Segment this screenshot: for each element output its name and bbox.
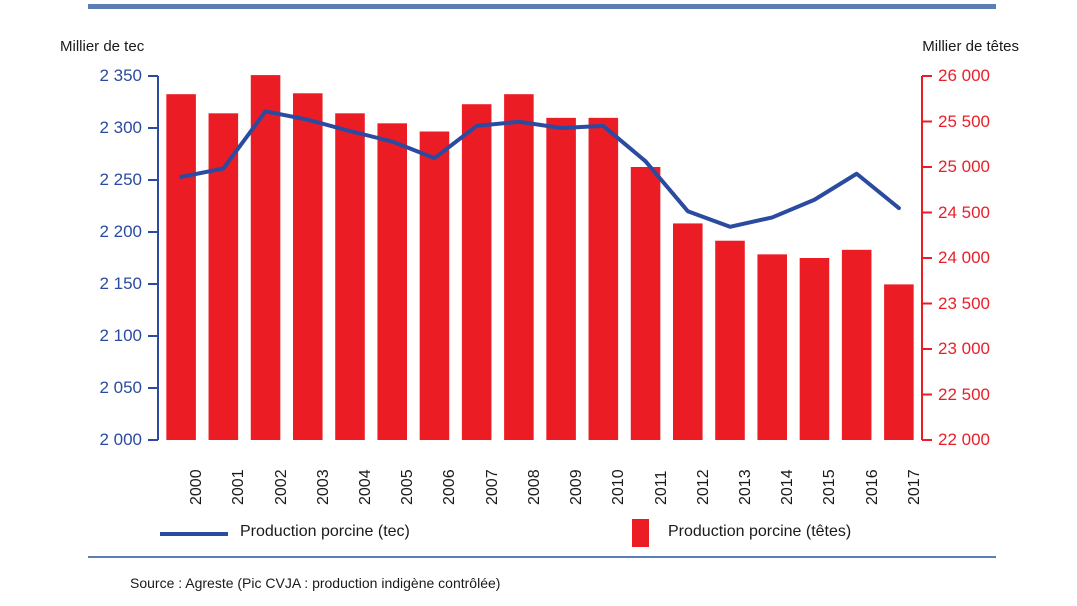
left-tick-label: 2 200 xyxy=(99,222,142,241)
right-tick-label: 22 500 xyxy=(938,384,990,404)
right-tick-label: 23 500 xyxy=(938,293,990,313)
year-label-2006: 2006 xyxy=(441,469,459,505)
year-label-2011: 2011 xyxy=(652,470,670,505)
left-tick-label: 2 250 xyxy=(99,170,142,189)
left-tick-label: 2 100 xyxy=(99,326,142,345)
right-tick-label: 22 000 xyxy=(938,430,990,449)
year-label-2009: 2009 xyxy=(568,469,586,505)
bar-2007 xyxy=(461,104,492,441)
bar-2015 xyxy=(799,258,830,440)
year-label-2003: 2003 xyxy=(314,469,332,505)
right-tick-label: 24 500 xyxy=(938,202,990,222)
bar-2009 xyxy=(546,117,576,441)
year-label-2004: 2004 xyxy=(357,469,374,505)
bar-2001 xyxy=(208,113,239,440)
left-tick-label: 2 350 xyxy=(99,66,142,85)
year-label-2001: 2001 xyxy=(230,469,248,505)
bar-2011 xyxy=(630,167,661,440)
right-axis-title: Millier de têtes xyxy=(922,38,1019,55)
bottom-divider-rule xyxy=(88,556,996,558)
bar-2005 xyxy=(377,123,407,440)
year-label-2010: 2010 xyxy=(610,469,628,505)
right-tick-label: 25 500 xyxy=(938,111,990,131)
legend-line-label: Production porcine (tec) xyxy=(240,523,410,540)
year-label-2015: 2015 xyxy=(821,469,839,505)
year-label-2002: 2002 xyxy=(272,469,290,505)
right-tick-label: 26 000 xyxy=(938,66,990,85)
year-label-2007: 2007 xyxy=(483,469,501,505)
year-label-2000: 2000 xyxy=(188,469,206,505)
bar-2017 xyxy=(884,284,914,440)
bar-2016 xyxy=(841,249,872,440)
legend-line-swatch xyxy=(160,532,228,536)
bar-2012 xyxy=(673,223,703,440)
legend-bar-label: Production porcine (têtes) xyxy=(668,523,852,540)
bar-2000 xyxy=(166,94,196,440)
source-note: Source : Agreste (Pic CVJA : production … xyxy=(130,575,501,591)
left-tick-label: 2 300 xyxy=(99,118,142,137)
year-label-2016: 2016 xyxy=(863,469,881,505)
right-tick-label: 23 000 xyxy=(938,339,990,358)
left-axis-title: Millier de tec xyxy=(60,38,145,55)
bar-2014 xyxy=(757,254,787,440)
legend-bar-swatch xyxy=(632,519,649,547)
year-label-2008: 2008 xyxy=(525,469,543,505)
year-label-2014: 2014 xyxy=(779,469,797,505)
bar-2010 xyxy=(588,117,619,441)
line-series-production-porcine-tec xyxy=(179,109,901,229)
bar-2013 xyxy=(715,240,745,440)
bar-2008 xyxy=(504,94,534,440)
year-label-2013: 2013 xyxy=(737,469,754,505)
right-tick-label: 24 000 xyxy=(938,248,990,267)
left-tick-label: 2 150 xyxy=(99,274,142,293)
year-label-2005: 2005 xyxy=(399,469,417,505)
bar-2002 xyxy=(250,75,281,440)
bar-2003 xyxy=(293,93,323,440)
left-tick-label: 2 000 xyxy=(99,430,142,449)
left-tick-label: 2 050 xyxy=(99,378,142,397)
top-divider-rule xyxy=(88,4,996,9)
year-label-2017: 2017 xyxy=(905,469,923,505)
year-label-2012: 2012 xyxy=(694,469,712,505)
right-tick-label: 25 000 xyxy=(938,157,990,176)
bar-2006 xyxy=(419,131,450,440)
bar-2004 xyxy=(335,113,365,440)
